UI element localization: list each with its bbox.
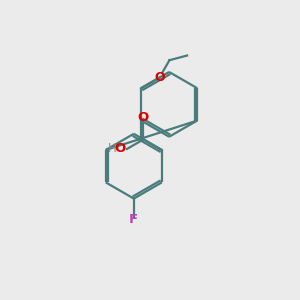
Text: H: H [108, 142, 117, 155]
Text: O: O [154, 71, 165, 84]
Text: O: O [138, 111, 149, 124]
Text: F: F [129, 213, 138, 226]
Text: O: O [115, 142, 126, 155]
